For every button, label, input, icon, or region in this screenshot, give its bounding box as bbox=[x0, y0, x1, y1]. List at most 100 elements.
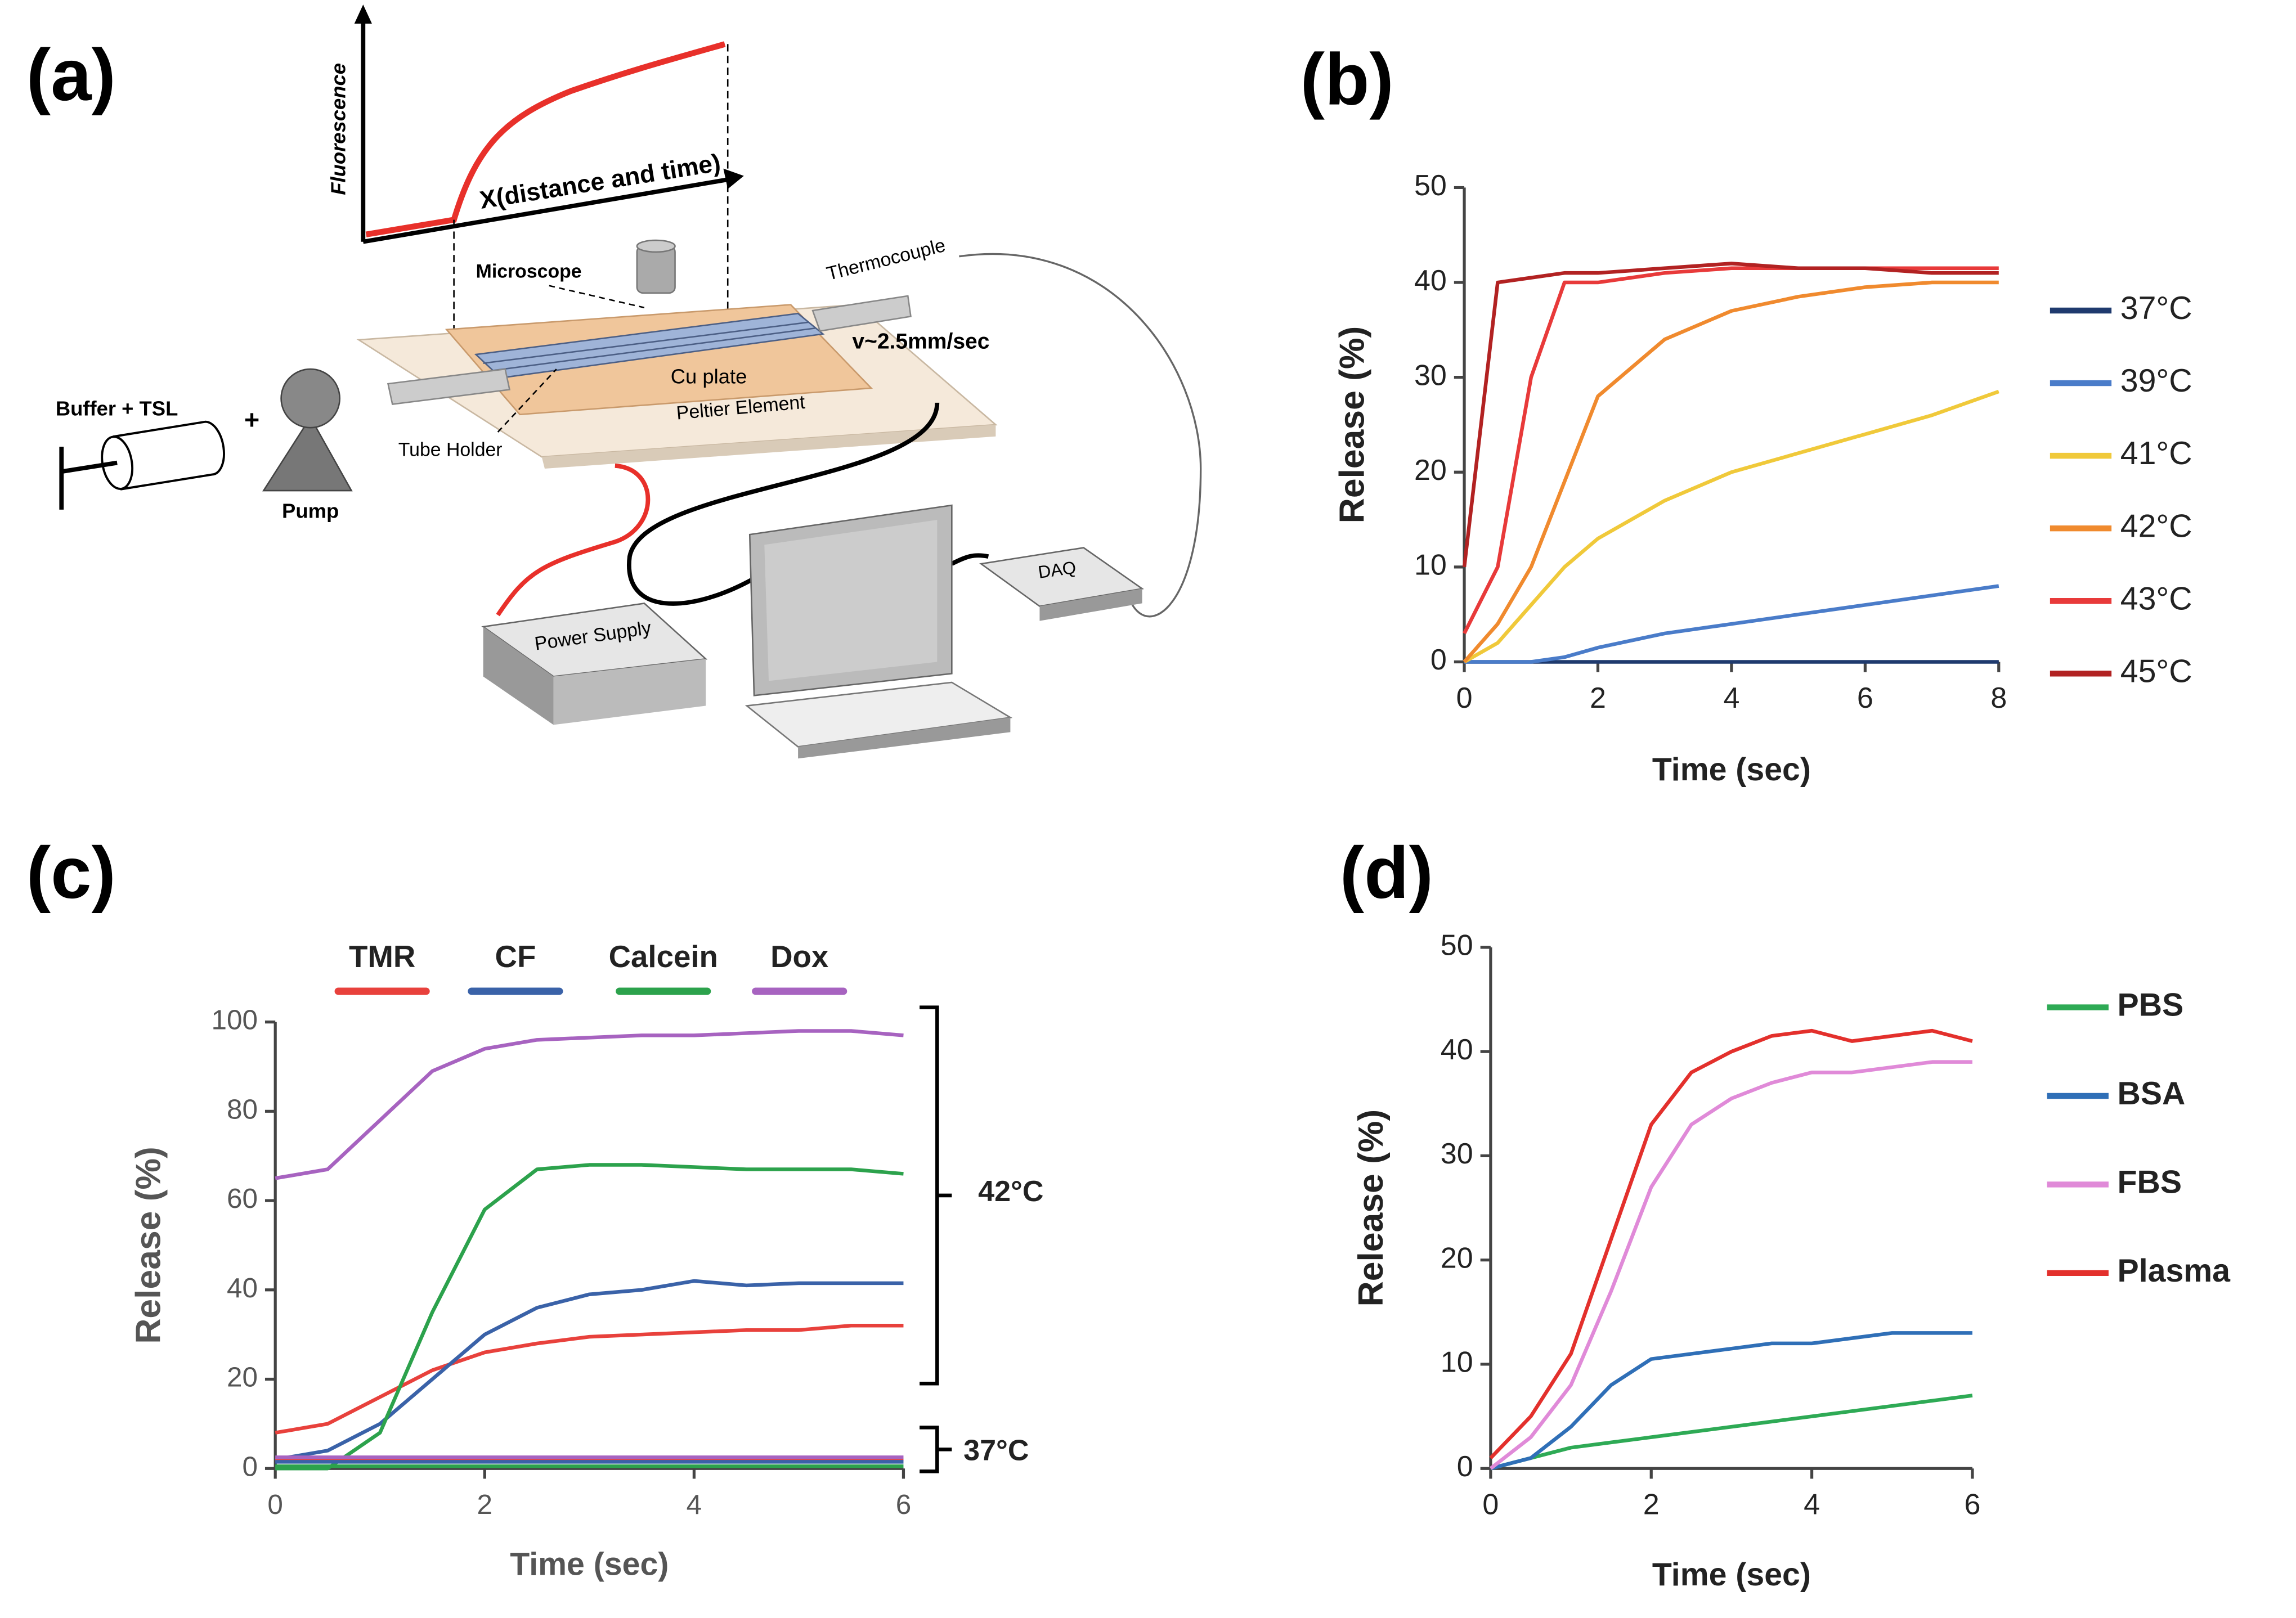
legend-label: Dox bbox=[770, 940, 828, 974]
signal-wire bbox=[626, 402, 940, 606]
label: Cu plate bbox=[671, 365, 747, 388]
x-axis-label: Time (sec) bbox=[510, 1547, 669, 1583]
legend-label: BSA bbox=[2118, 1076, 2186, 1112]
y-tick-label: 30 bbox=[1441, 1138, 1473, 1170]
legend-label: PBS bbox=[2118, 987, 2184, 1023]
arrow-head bbox=[723, 168, 744, 190]
power-supply-side bbox=[483, 627, 554, 725]
data-line bbox=[1464, 584, 1999, 664]
legend-label: 39°C bbox=[2120, 363, 2192, 399]
legend-label: 41°C bbox=[2120, 435, 2192, 471]
plunger bbox=[61, 460, 118, 474]
legend-label: Plasma bbox=[2118, 1253, 2231, 1289]
y-tick-label: 10 bbox=[1414, 549, 1447, 582]
data-line bbox=[275, 1163, 904, 1471]
panel-label: (c) bbox=[26, 832, 116, 914]
y-tick-label: 30 bbox=[1414, 359, 1447, 392]
y-tick-label: 80 bbox=[227, 1094, 258, 1125]
label: Thermocouple bbox=[824, 235, 948, 285]
microscope-top bbox=[636, 239, 676, 253]
data-line bbox=[1489, 1028, 1973, 1459]
legend-label: TMR bbox=[349, 940, 415, 974]
legend-label: Calcein bbox=[609, 940, 718, 974]
fluorescence-curve bbox=[365, 41, 726, 237]
y-tick-label: 40 bbox=[1441, 1033, 1473, 1066]
x-tick-label: 6 bbox=[1964, 1489, 1980, 1521]
laptop-edge bbox=[798, 717, 1011, 759]
data-line bbox=[1490, 1394, 1973, 1471]
bracket bbox=[920, 1426, 952, 1473]
x-tick-label: 4 bbox=[687, 1489, 702, 1520]
setup-diagram: (a) Fluorescence X(distance and time) Mi… bbox=[26, 5, 1202, 759]
power-wire bbox=[496, 463, 651, 617]
panel-label: (b) bbox=[1301, 38, 1394, 120]
data-line bbox=[1462, 262, 1999, 568]
panel-label: (d) bbox=[1340, 832, 1433, 914]
label: Microscope bbox=[476, 260, 582, 282]
legend-label: 37°C bbox=[2120, 290, 2192, 326]
y-tick-label: 50 bbox=[1441, 929, 1473, 962]
x-tick-label: 4 bbox=[1804, 1489, 1820, 1521]
y-tick-label: 20 bbox=[1414, 454, 1447, 487]
legend-label: CF bbox=[495, 940, 536, 974]
power-supply bbox=[481, 603, 708, 677]
x-tick-label: 0 bbox=[1456, 682, 1473, 714]
y-axis-label: Release (%) bbox=[1332, 326, 1371, 524]
annotation: 37°C bbox=[963, 1434, 1029, 1467]
thermocouple-wire bbox=[959, 253, 1202, 618]
x-axis-label: Time (sec) bbox=[1652, 1557, 1811, 1593]
pump-head bbox=[280, 368, 340, 429]
y-tick-label: 40 bbox=[227, 1273, 258, 1304]
data-line bbox=[1463, 266, 1999, 635]
label: Buffer + TSL bbox=[56, 397, 178, 420]
tube-holder bbox=[387, 368, 511, 405]
x-tick-label: 8 bbox=[1990, 682, 2007, 714]
y-tick-label: 20 bbox=[1441, 1242, 1473, 1274]
legend-label: 45°C bbox=[2120, 653, 2192, 689]
daq-wire bbox=[950, 553, 989, 566]
axis-label: X(distance and time) bbox=[478, 149, 723, 214]
legend-label: 43°C bbox=[2120, 581, 2192, 617]
pointer bbox=[549, 285, 645, 309]
x-tick-label: 4 bbox=[1723, 682, 1739, 714]
y-tick-label: 100 bbox=[211, 1005, 257, 1036]
data-line bbox=[1463, 389, 1999, 664]
y-tick-label: 40 bbox=[1414, 264, 1447, 297]
laptop-display bbox=[764, 520, 938, 681]
data-line bbox=[1463, 280, 1999, 663]
x-tick-label: 2 bbox=[1590, 682, 1606, 714]
x-axis-label: Time (sec) bbox=[1652, 752, 1811, 788]
y-tick-label: 0 bbox=[242, 1451, 258, 1482]
y-axis-label: Release (%) bbox=[129, 1147, 168, 1344]
peltier-edge bbox=[541, 424, 996, 469]
pump bbox=[262, 416, 353, 492]
label: + bbox=[244, 405, 259, 434]
legend-label: FBS bbox=[2118, 1165, 2182, 1201]
x-tick-label: 6 bbox=[1857, 682, 1873, 714]
x-tick-label: 0 bbox=[267, 1489, 283, 1520]
y-tick-label: 0 bbox=[1430, 644, 1447, 676]
tube-holder bbox=[811, 295, 912, 332]
annotation: 42°C bbox=[978, 1175, 1043, 1208]
y-tick-label: 20 bbox=[227, 1362, 258, 1393]
tube-line bbox=[483, 321, 809, 364]
label: Pump bbox=[282, 500, 339, 523]
x-tick-label: 0 bbox=[1482, 1489, 1499, 1521]
data-line bbox=[275, 1324, 904, 1435]
x-tick-label: 6 bbox=[896, 1489, 911, 1520]
y-tick-label: 60 bbox=[227, 1183, 258, 1214]
label: Tube Holder bbox=[398, 439, 503, 461]
axis-line bbox=[362, 176, 733, 244]
x-tick-label: 2 bbox=[1643, 1489, 1660, 1521]
pointer bbox=[497, 368, 557, 433]
y-axis-label: Release (%) bbox=[1351, 1109, 1391, 1307]
y-tick-label: 0 bbox=[1457, 1450, 1473, 1483]
data-line bbox=[275, 1029, 904, 1180]
bracket bbox=[920, 1005, 952, 1386]
y-tick-label: 10 bbox=[1441, 1346, 1473, 1379]
panel-label: (a) bbox=[26, 34, 116, 116]
tube-line bbox=[492, 327, 816, 371]
x-tick-label: 2 bbox=[477, 1489, 493, 1520]
